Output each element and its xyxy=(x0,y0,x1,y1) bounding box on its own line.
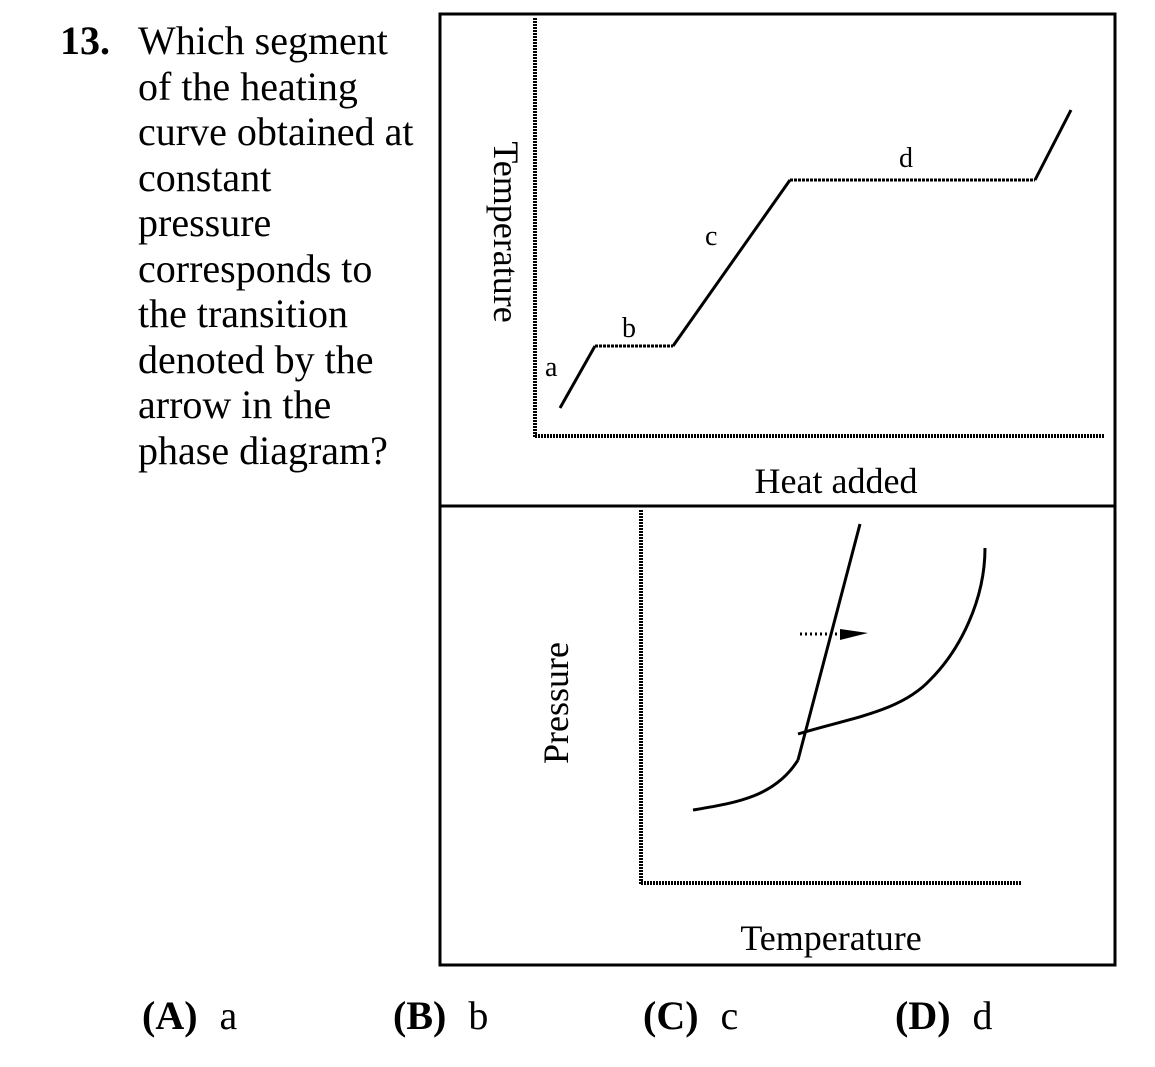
question-number: 13. xyxy=(60,18,110,63)
segment-a-label: a xyxy=(545,352,558,383)
heating-x-axis-label: Heat added xyxy=(755,461,918,501)
question-line: curve obtained at xyxy=(138,109,414,154)
choice-value: b xyxy=(468,993,489,1038)
choice-d[interactable]: (D) d xyxy=(895,992,993,1039)
phase-diagram-chart: Pressure Temperature xyxy=(536,510,1022,958)
segment-c-label: c xyxy=(705,221,717,252)
choice-letter: (A) xyxy=(142,993,198,1038)
question-line: arrow in the xyxy=(138,382,332,427)
choice-b[interactable]: (B) b xyxy=(393,992,488,1039)
segment-c-line xyxy=(671,179,792,347)
vapor-heating-line xyxy=(1033,109,1073,181)
question-line: denoted by the xyxy=(138,336,374,382)
choice-letter: (B) xyxy=(393,993,447,1038)
question-line: corresponds to xyxy=(138,245,373,291)
choice-value: d xyxy=(972,993,993,1038)
question-line: the transition xyxy=(138,291,348,336)
choice-value: c xyxy=(720,993,739,1038)
transition-arrow-head xyxy=(840,629,868,640)
sublimation-curve xyxy=(692,759,800,812)
choice-a[interactable]: (A) a xyxy=(142,992,237,1039)
phase-y-axis-label: Pressure xyxy=(536,642,576,764)
choice-letter: (D) xyxy=(895,993,951,1038)
question-line: Which segment xyxy=(138,18,388,63)
question-line: phase diagram? xyxy=(138,427,388,473)
question-line: of the heating xyxy=(138,63,358,109)
segment-a-line xyxy=(558,345,597,409)
choice-c[interactable]: (C) c xyxy=(643,992,738,1039)
question-line: pressure xyxy=(138,200,272,245)
segment-d-label: d xyxy=(899,143,913,174)
heating-curve-chart: a b c d Temperature Heat added xyxy=(486,18,1105,501)
answer-choices: (A) a (B) b (C) c (D) d xyxy=(0,992,1155,1042)
phase-x-axis-label: Temperature xyxy=(740,918,921,958)
choice-letter: (C) xyxy=(643,993,699,1038)
vaporization-curve xyxy=(797,547,987,736)
heating-y-axis-label: Temperature xyxy=(486,141,526,322)
figure-frame xyxy=(438,12,1117,967)
choice-value: a xyxy=(219,993,238,1038)
segment-b-label: b xyxy=(622,313,636,344)
melting-curve xyxy=(796,523,862,761)
question-line: constant xyxy=(138,154,272,200)
question-text: Which segment of the heating curve obtai… xyxy=(138,18,438,473)
